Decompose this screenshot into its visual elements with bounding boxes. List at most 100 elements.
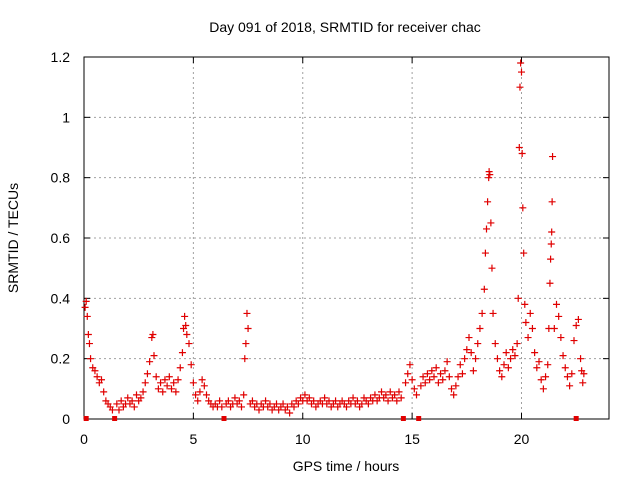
data-point [489,309,497,317]
data-point [476,325,484,332]
data-point [137,394,145,402]
data-point [456,361,464,369]
data-point [493,355,501,363]
data-point [152,373,160,381]
data-point [443,358,451,366]
data-point [547,240,555,248]
data-point [216,397,224,405]
data-point [294,400,302,408]
x-axis-label: GPS time / hours [293,458,400,474]
data-point [570,337,578,345]
data-point [524,334,532,342]
y-tick-label: 0.2 [51,351,71,367]
data-point [528,325,536,332]
data-point [526,309,534,317]
data-point [325,397,333,405]
axis-ticks: 0 0.2 0.4 0.6 0.8 1 1.2 0 5 10 15 20 [51,49,609,447]
data-point [520,249,528,257]
data-point [266,400,274,408]
data-point [577,355,585,363]
y-axis-label: SRMTID / TECUs [5,183,21,293]
data-point [518,68,525,76]
data-point [310,397,318,405]
data-point [509,346,517,354]
data-point [519,204,527,212]
data-point [434,379,442,387]
data-point [454,373,462,381]
data-point [432,364,440,372]
data-point [518,150,526,158]
data-point [235,397,243,405]
data-point [579,379,587,387]
data-point [428,367,436,375]
y-tick-label: 0.8 [51,170,71,186]
data-point [384,397,392,405]
data-point [537,376,545,384]
data-point [81,303,89,311]
data-point [547,255,555,263]
x-tick-label: 20 [514,431,530,447]
data-point [178,349,186,357]
data-point [550,325,558,332]
y-tick-label: 0.6 [51,230,71,246]
gap-marker [573,416,579,421]
data-point [194,397,202,405]
data-point [480,285,488,293]
data-point [353,397,361,405]
data-point [159,388,167,396]
data-point [522,318,530,326]
data-point [426,376,434,384]
x-tick-label: 5 [189,431,197,447]
data-point [549,153,557,161]
data-point [539,385,547,393]
data-point [149,331,157,339]
data-point [290,403,298,411]
data-point [133,391,140,399]
data-point [183,331,191,339]
data-point [531,349,539,357]
x-tick-label: 10 [295,431,311,447]
data-point [154,385,162,393]
y-tick-label: 1 [62,109,70,125]
data-point [397,394,405,402]
data-point [485,174,493,182]
data-point [139,388,147,396]
data-point [203,391,210,399]
data-point [546,279,554,287]
data-point [448,385,455,393]
gap-marker [416,416,422,421]
data-point [513,340,521,348]
data-point [402,379,410,387]
data-point [555,312,563,320]
data-point [224,397,232,405]
data-point [130,403,138,411]
data-point [343,403,350,411]
data-point [198,376,206,384]
data-point [488,264,496,272]
data-point [458,370,466,378]
data-point [481,249,489,257]
data-point [382,391,390,399]
data-point [83,312,91,320]
gap-markers [83,416,579,421]
data-point [566,382,574,390]
gap-marker [221,416,227,421]
data-point [189,379,197,387]
data-point [332,397,340,405]
data-point [511,352,519,360]
data-point [196,388,204,396]
data-point [463,346,471,354]
data-point [486,171,494,179]
data-point [521,300,529,308]
y-tick-label: 1.2 [51,49,71,65]
data-point [478,309,486,317]
data-point [141,379,149,387]
data-point [417,382,425,390]
data-point [262,397,270,405]
data-point [408,376,416,384]
data-point [472,355,480,363]
data-point [507,355,515,363]
data-point [445,373,453,381]
data-point [542,373,550,381]
